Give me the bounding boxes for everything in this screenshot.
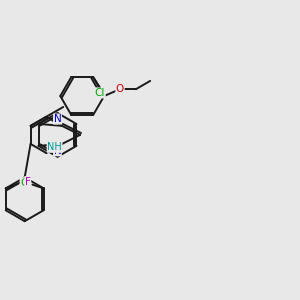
Text: Cl: Cl [20,178,31,188]
Text: NH: NH [47,142,62,152]
Text: F: F [25,177,31,187]
Text: N: N [54,114,61,124]
Text: N: N [54,146,61,156]
Text: O: O [116,84,124,94]
Text: Cl: Cl [95,88,105,98]
